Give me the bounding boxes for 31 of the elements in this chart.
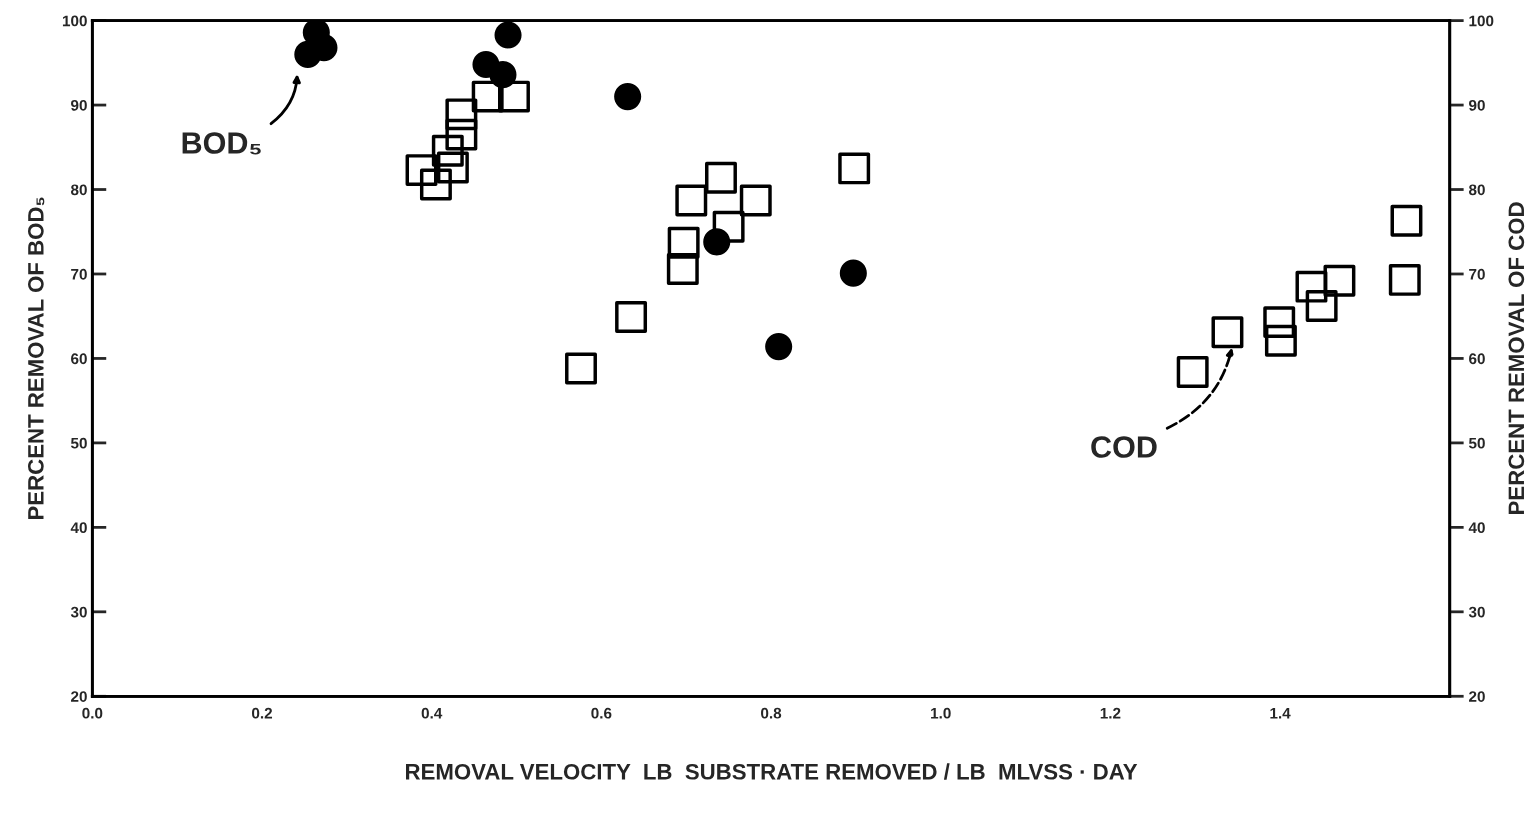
y2-tick-label: 90	[1469, 99, 1485, 111]
y2-tick-label: 80	[1468, 184, 1485, 196]
x-tick-label: 1.4	[1270, 707, 1291, 719]
x-tick-label: 0.0	[82, 707, 103, 719]
y-tick-label: 60	[71, 353, 87, 365]
y-tick-label: 20	[71, 691, 87, 702]
annotation: COD	[1091, 436, 1157, 458]
y2-axis-title: PERCENT REMOVAL OF COD	[1508, 202, 1525, 514]
y-tick-label: 100	[62, 15, 87, 27]
y2-tick-label: 50	[1468, 437, 1485, 449]
y2-tick-label: 20	[1469, 691, 1485, 702]
y-tick-label: 40	[70, 522, 87, 534]
x-tick-label: 0.8	[761, 707, 782, 719]
y-tick-label: 80	[70, 184, 87, 196]
x-tick-label: 1.0	[931, 707, 951, 719]
y-tick-label: 50	[70, 437, 87, 449]
x-tick-label: 0.2	[252, 707, 273, 719]
y2-tick-label: 30	[1468, 606, 1485, 618]
y2-tick-label: 100	[1469, 15, 1494, 27]
y-tick-label: 30	[70, 606, 87, 618]
annotation: BOD₅	[182, 132, 261, 155]
y2-tick-label: 70	[1469, 268, 1485, 280]
x-tick-label: 0.6	[591, 707, 612, 719]
y-tick-label: 70	[71, 268, 87, 280]
y2-tick-label: 40	[1468, 522, 1485, 534]
x-tick-label: 0.4	[421, 707, 443, 719]
y-tick-label: 90	[71, 99, 87, 111]
x-tick-label: 1.2	[1100, 707, 1121, 719]
y-axis-title: PERCENT REMOVAL OF BOD₅	[27, 197, 45, 520]
y2-tick-label: 60	[1469, 353, 1485, 365]
x-axis-title: REMOVAL VELOCITY LB SUBSTRATE REMOVED / LB MLVSS · DAY	[406, 763, 1138, 780]
